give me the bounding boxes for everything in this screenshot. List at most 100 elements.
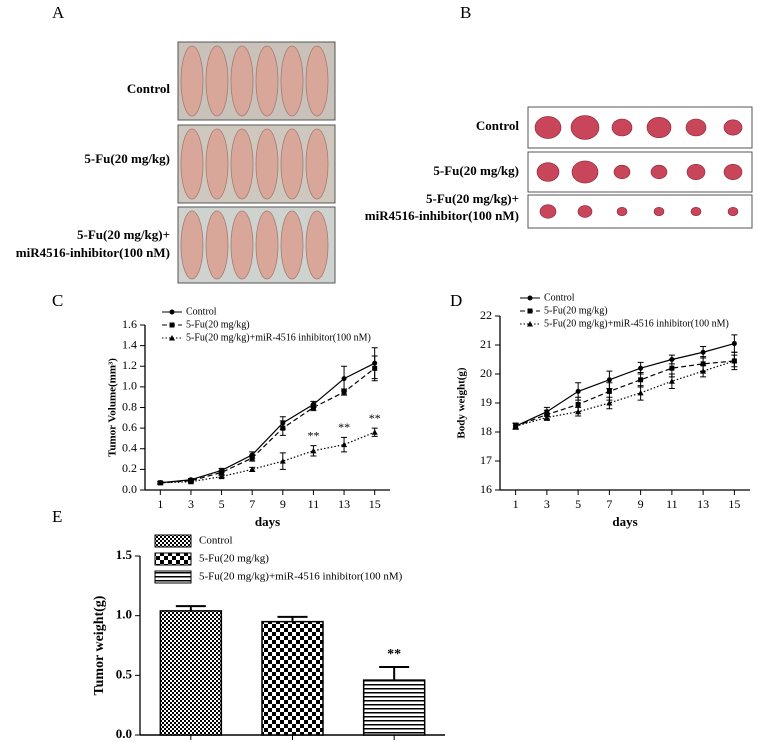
y-tick-label: 1.5 bbox=[116, 547, 133, 562]
series-line bbox=[515, 342, 735, 427]
legend-label: Control bbox=[544, 292, 575, 303]
y-tick-label: 1.4 bbox=[122, 337, 137, 351]
x-tick-label: 11 bbox=[308, 497, 320, 511]
series-line bbox=[160, 367, 376, 484]
row-label: 5-Fu(20 mg/kg) bbox=[84, 151, 170, 166]
series-line bbox=[515, 360, 735, 427]
mouse bbox=[180, 128, 204, 200]
annotation: ** bbox=[387, 647, 401, 662]
panel-letter: E bbox=[52, 507, 62, 526]
marker bbox=[169, 309, 175, 315]
mouse bbox=[280, 210, 304, 280]
x-axis-label: days bbox=[612, 514, 637, 529]
row-label: 5-Fu(20 mg/kg)+ bbox=[77, 227, 170, 242]
y-tick-label: 0.5 bbox=[116, 666, 133, 681]
x-tick-label: 9 bbox=[280, 497, 286, 511]
tumor bbox=[723, 164, 743, 180]
tumor bbox=[539, 204, 557, 219]
marker bbox=[249, 466, 256, 472]
tumor bbox=[611, 118, 633, 137]
x-tick-label: 15 bbox=[728, 497, 740, 511]
tumor bbox=[685, 118, 707, 137]
photo-frame bbox=[527, 106, 753, 149]
marker bbox=[731, 357, 738, 364]
tumor bbox=[686, 164, 706, 180]
tumor bbox=[646, 117, 672, 139]
tumor bbox=[571, 160, 599, 184]
legend-swatch bbox=[154, 570, 192, 584]
mouse bbox=[180, 210, 204, 280]
x-tick-label: 13 bbox=[338, 497, 350, 511]
tumor bbox=[653, 206, 665, 217]
y-tick-label: 0.0 bbox=[116, 726, 132, 741]
x-tick-label: 5 bbox=[219, 497, 225, 511]
y-tick-label: 1.6 bbox=[122, 317, 137, 331]
marker bbox=[187, 478, 194, 485]
panel-letter: D bbox=[450, 291, 462, 310]
tumor bbox=[723, 119, 743, 136]
marker bbox=[700, 361, 706, 367]
bar bbox=[261, 620, 324, 736]
marker bbox=[731, 341, 737, 347]
y-tick-label: 17 bbox=[480, 453, 492, 467]
x-tick-label: 7 bbox=[249, 497, 255, 511]
row-label: Control bbox=[476, 118, 519, 133]
y-tick-label: 1.0 bbox=[122, 379, 137, 393]
marker bbox=[249, 455, 255, 461]
marker bbox=[527, 308, 533, 314]
annotation: ** bbox=[307, 428, 319, 442]
marker bbox=[219, 469, 225, 475]
bar bbox=[362, 679, 426, 736]
x-tick-label: 3 bbox=[544, 497, 550, 511]
marker bbox=[310, 447, 317, 454]
legend-swatch bbox=[154, 534, 192, 548]
mouse bbox=[255, 45, 279, 117]
y-tick-label: 18 bbox=[480, 424, 492, 438]
marker bbox=[669, 365, 675, 371]
marker bbox=[512, 423, 519, 429]
x-tick-label: 1 bbox=[157, 497, 163, 511]
marker bbox=[527, 295, 533, 301]
x-tick-label: 13 bbox=[697, 497, 709, 511]
marker bbox=[341, 389, 347, 395]
marker bbox=[157, 479, 164, 486]
marker bbox=[310, 405, 316, 410]
y-tick-label: 19 bbox=[480, 395, 492, 409]
y-axis-label: Tumor weight(g) bbox=[92, 595, 107, 695]
x-tick-label: 7 bbox=[606, 497, 612, 511]
marker bbox=[169, 322, 175, 328]
legend-label: 5-Fu(20 mg/kg) bbox=[199, 553, 269, 565]
marker bbox=[575, 401, 581, 407]
y-tick-label: 22 bbox=[480, 308, 492, 322]
x-tick-label: 5 bbox=[575, 497, 581, 511]
legend-label: 5-Fu(20 mg/kg)+miR-4516 inhibitor(100 nM… bbox=[199, 571, 403, 583]
x-axis-label: days bbox=[255, 514, 280, 529]
mouse bbox=[305, 210, 329, 280]
series-line bbox=[515, 360, 735, 427]
tumor bbox=[616, 206, 628, 217]
mouse bbox=[255, 210, 279, 280]
marker bbox=[700, 349, 706, 355]
annotation: ** bbox=[369, 411, 381, 425]
row-label: 5-Fu(20 mg/kg)+ bbox=[426, 191, 519, 206]
marker bbox=[606, 377, 612, 383]
tumor bbox=[650, 164, 668, 180]
mouse bbox=[205, 210, 229, 280]
x-tick-label: 15 bbox=[369, 497, 381, 511]
marker bbox=[637, 389, 644, 396]
panel-letter: B bbox=[460, 3, 471, 22]
y-tick-label: 1.0 bbox=[116, 607, 132, 622]
y-tick-label: 16 bbox=[480, 482, 492, 496]
mouse bbox=[230, 210, 254, 280]
mouse bbox=[255, 128, 279, 200]
tumor bbox=[727, 206, 739, 217]
marker bbox=[700, 368, 707, 374]
x-tick-label: 3 bbox=[188, 497, 194, 511]
y-tick-label: 1.2 bbox=[122, 358, 137, 372]
tumor bbox=[690, 206, 702, 217]
y-tick-label: 0.2 bbox=[122, 461, 137, 475]
row-label: 5-Fu(20 mg/kg) bbox=[433, 163, 519, 178]
legend-label: 5-Fu(20 mg/kg) bbox=[186, 319, 250, 330]
